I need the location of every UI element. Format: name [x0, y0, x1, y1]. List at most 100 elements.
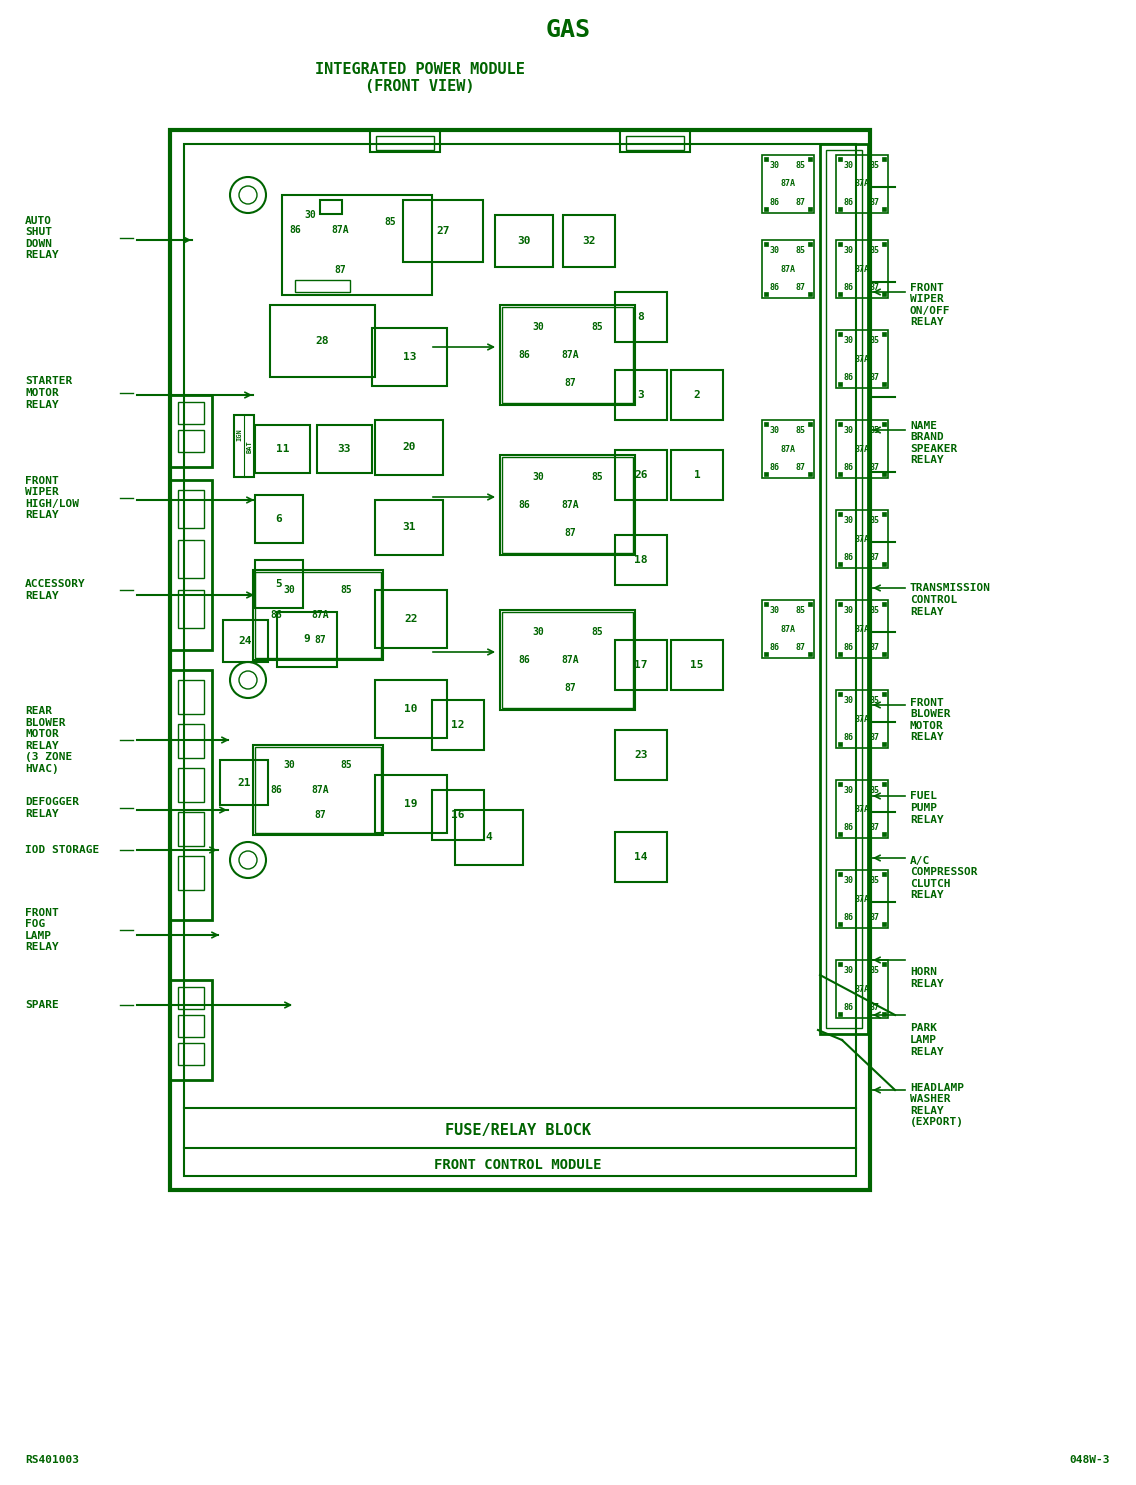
Bar	[253, 745, 383, 835]
Bar	[882, 157, 886, 160]
Text: 30: 30	[770, 426, 780, 435]
Bar	[178, 725, 204, 757]
Text: 85: 85	[341, 760, 352, 769]
Bar	[838, 157, 842, 160]
Bar	[170, 131, 870, 1189]
Bar	[836, 241, 888, 298]
Text: 85: 85	[870, 515, 880, 524]
Bar	[836, 780, 888, 838]
Text: NAME
BRAND
SPEAKER
RELAY: NAME BRAND SPEAKER RELAY	[910, 420, 958, 465]
Text: FUSE/RELAY BLOCK: FUSE/RELAY BLOCK	[445, 1123, 591, 1138]
Bar	[836, 420, 888, 478]
Text: 87A: 87A	[780, 264, 795, 273]
Bar	[170, 480, 212, 650]
Bar	[620, 131, 690, 151]
Bar	[615, 731, 667, 780]
Text: 87: 87	[870, 284, 880, 293]
Text: 87A: 87A	[854, 535, 869, 544]
Bar	[882, 422, 886, 426]
Text: 87A: 87A	[311, 786, 329, 794]
Bar	[836, 509, 888, 567]
Bar	[615, 640, 667, 691]
Bar	[178, 431, 204, 451]
Text: HEADLAMP
WASHER
RELAY
(EXPORT): HEADLAMP WASHER RELAY (EXPORT)	[910, 1083, 964, 1127]
Bar	[762, 420, 815, 478]
Bar	[882, 962, 886, 967]
Bar	[836, 959, 888, 1019]
Bar	[220, 760, 268, 805]
Bar	[184, 144, 857, 1176]
Bar	[882, 472, 886, 477]
Bar	[615, 535, 667, 585]
Text: 30: 30	[844, 606, 854, 615]
Bar	[765, 652, 768, 656]
Bar	[808, 242, 812, 247]
Text: RS401003: RS401003	[25, 1455, 80, 1466]
Bar	[178, 402, 204, 425]
Text: 11: 11	[276, 444, 290, 454]
Bar	[178, 541, 204, 578]
Text: 86: 86	[844, 913, 854, 922]
Bar	[375, 420, 443, 475]
Bar	[253, 570, 383, 659]
Text: SPARE: SPARE	[25, 999, 59, 1010]
Text: 85: 85	[592, 627, 603, 637]
Text: 86: 86	[844, 734, 854, 742]
Bar	[371, 328, 446, 386]
Bar	[765, 601, 768, 606]
Bar	[838, 922, 842, 927]
Bar	[762, 154, 815, 212]
Bar	[838, 692, 842, 696]
Bar	[277, 612, 337, 667]
Text: 30: 30	[844, 696, 854, 705]
Bar	[808, 206, 812, 211]
Bar	[765, 472, 768, 477]
Bar	[836, 691, 888, 748]
Bar	[836, 330, 888, 388]
Bar	[375, 775, 446, 833]
Text: 87A: 87A	[854, 264, 869, 273]
Bar	[432, 790, 484, 841]
Text: 85: 85	[870, 696, 880, 705]
Bar	[826, 150, 862, 1028]
Text: 85: 85	[341, 585, 352, 595]
Text: 86: 86	[290, 226, 301, 235]
Text: 85: 85	[870, 965, 880, 976]
Bar	[375, 590, 446, 647]
Bar	[836, 600, 888, 658]
Text: 23: 23	[634, 750, 648, 760]
Bar	[882, 293, 886, 296]
Bar	[882, 242, 886, 247]
Text: 86: 86	[844, 552, 854, 561]
Text: 87A: 87A	[854, 805, 869, 814]
Bar	[254, 747, 381, 833]
Bar	[808, 157, 812, 160]
Text: 87A: 87A	[854, 180, 869, 189]
Text: FUEL
PUMP
RELAY: FUEL PUMP RELAY	[910, 792, 944, 824]
Text: 85: 85	[870, 876, 880, 885]
Bar	[403, 200, 483, 261]
Text: 85: 85	[796, 426, 807, 435]
Text: 87: 87	[796, 284, 807, 293]
Text: 30: 30	[532, 472, 544, 483]
Bar	[170, 670, 212, 921]
Bar	[808, 422, 812, 426]
Text: 86: 86	[770, 198, 780, 206]
Bar	[671, 370, 722, 420]
Text: FRONT
WIPER
HIGH/LOW
RELAY: FRONT WIPER HIGH/LOW RELAY	[25, 475, 80, 520]
Text: 87A: 87A	[561, 655, 579, 665]
Text: 87: 87	[870, 913, 880, 922]
Text: 85: 85	[592, 472, 603, 483]
Bar	[882, 692, 886, 696]
Text: 24: 24	[239, 636, 252, 646]
Bar	[762, 241, 815, 298]
Text: 86: 86	[270, 786, 282, 794]
Text: A/C
COMPRESSOR
CLUTCH
RELAY: A/C COMPRESSOR CLUTCH RELAY	[910, 855, 977, 900]
Text: 30: 30	[532, 322, 544, 333]
Text: 85: 85	[870, 336, 880, 345]
Text: 15: 15	[691, 659, 703, 670]
Text: PARK
LAMP
RELAY: PARK LAMP RELAY	[910, 1023, 944, 1057]
Text: 30: 30	[844, 336, 854, 345]
Bar	[370, 131, 440, 151]
Bar	[178, 768, 204, 802]
